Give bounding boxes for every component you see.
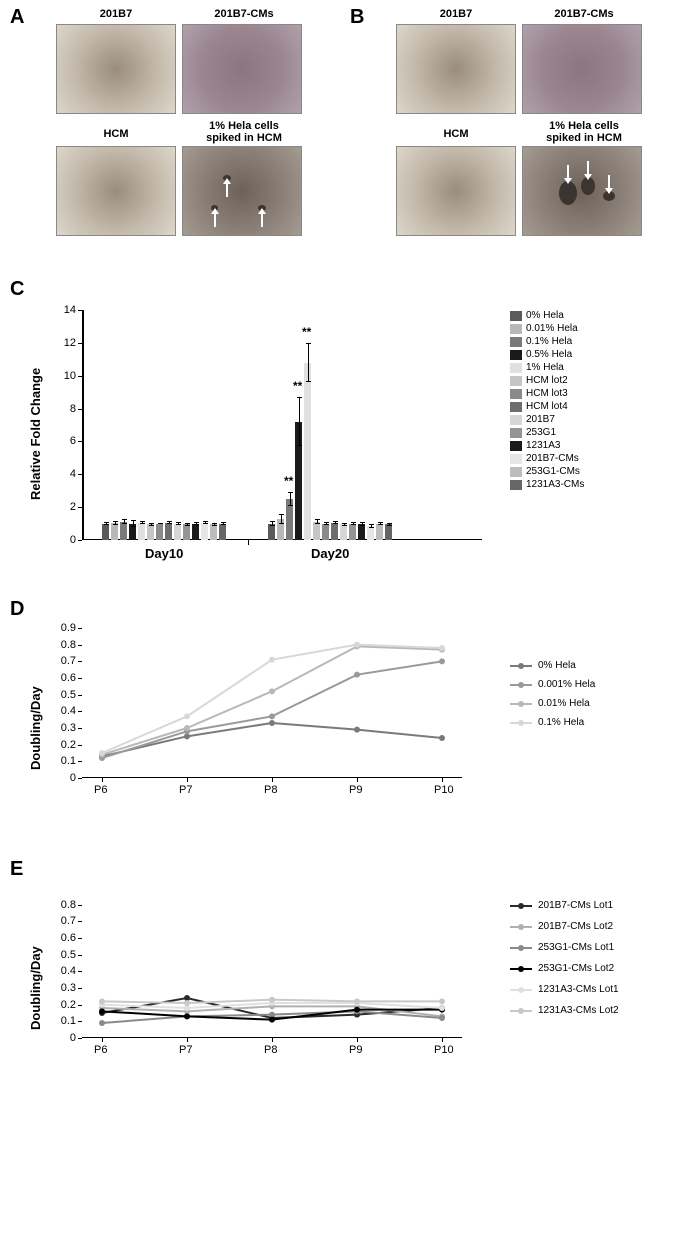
panel-a-tl-label: 201B7 [56,8,176,20]
chart-d-ytitle: Doubling/Day [28,686,43,770]
panel-a-image-tr [182,24,302,114]
panel-b-image-tr [522,24,642,114]
chart-c-legend: 0% Hela0.01% Hela0.1% Hela0.5% Hela1% He… [510,310,584,492]
chart-d-legend: 0% Hela0.001% Hela0.01% Hela0.1% Hela [510,660,595,736]
panel-a-image-bl [56,146,176,236]
chart-c: 02468101214******Day10Day20 [52,310,482,570]
panel-b-image-bl [396,146,516,236]
panel-a-label: A [10,6,24,29]
panel-a-bl-label: HCM [56,128,176,140]
panel-a-br-label2: spiked in HCM [184,132,304,144]
panel-a-image-tl [56,24,176,114]
panel-a-br-label1: 1% Hela cells [184,120,304,132]
chart-c-ytitle: Relative Fold Change [28,368,43,500]
panel-c-label: C [10,278,24,301]
panel-b-label: B [350,6,364,29]
panel-b-image-tl [396,24,516,114]
chart-e-ytitle: Doubling/Day [28,946,43,1030]
panel-b-tr-label: 201B7-CMs [524,8,644,20]
chart-e: 00.10.20.30.40.50.60.70.8P6P7P8P9P10 [52,880,482,1065]
panel-a-tr-label: 201B7-CMs [184,8,304,20]
panel-a-image-br [182,146,302,236]
panel-b-br-label2: spiked in HCM [524,132,644,144]
panel-e-label: E [10,858,23,881]
panel-b-bl-label: HCM [396,128,516,140]
panel-b-tl-label: 201B7 [396,8,516,20]
panel-b-br-label1: 1% Hela cells [524,120,644,132]
chart-d: 00.10.20.30.40.50.60.70.80.9P6P7P8P9P10 [52,620,482,805]
panel-d-label: D [10,598,24,621]
chart-e-legend: 201B7-CMs Lot1201B7-CMs Lot2253G1-CMs Lo… [510,900,619,1026]
panel-b-image-br [522,146,642,236]
